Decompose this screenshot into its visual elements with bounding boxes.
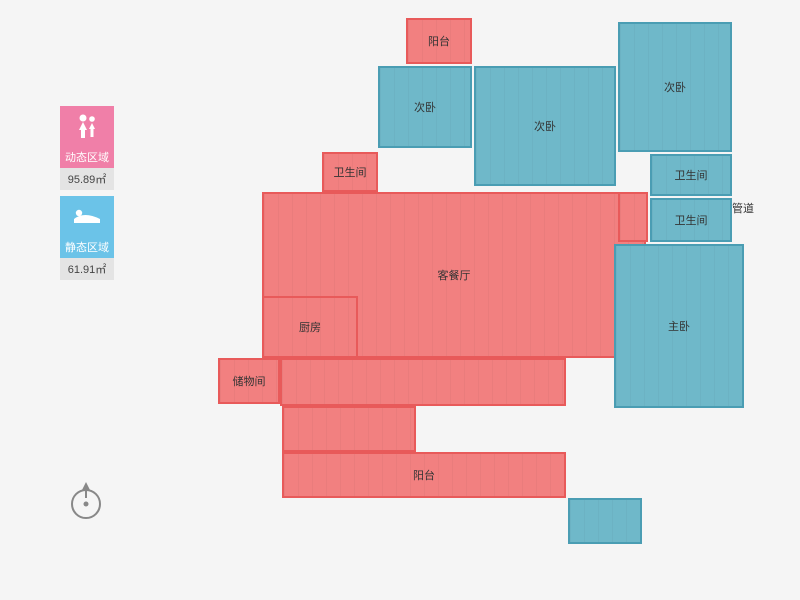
room-bath-right-1: 卫生间 [650, 154, 732, 196]
room-bedroom2-right: 次卧 [618, 22, 732, 152]
room-label: 卫生间 [675, 167, 708, 183]
room-balcony-bot-r [568, 498, 642, 544]
room-label: 储物间 [233, 373, 266, 389]
room-label: 客餐厅 [438, 267, 471, 283]
room-corridor-r [618, 192, 648, 242]
room-kitchen: 厨房 [262, 296, 358, 358]
room-label: 卫生间 [675, 212, 708, 228]
room-label: 卫生间 [334, 164, 367, 180]
room-label: 次卧 [534, 118, 556, 134]
room-master: 主卧 [614, 244, 744, 408]
room-label: 阳台 [428, 33, 450, 49]
room-bath-left: 卫生间 [322, 152, 378, 192]
people-icon [60, 106, 114, 146]
legend-dynamic-value: 95.89㎡ [60, 168, 114, 190]
floorplan-canvas: 阳台次卧次卧次卧卫生间卫生间卫生间客餐厅厨房储物间主卧阳台管道 [0, 0, 800, 600]
room-label: 主卧 [668, 318, 690, 334]
room-bedroom2-mid: 次卧 [474, 66, 616, 186]
room-fill-left [280, 358, 566, 406]
room-label: 厨房 [299, 319, 321, 335]
room-storage: 储物间 [218, 358, 280, 404]
legend-static-value: 61.91㎡ [60, 258, 114, 280]
room-balcony-bot: 阳台 [282, 452, 566, 498]
room-bedroom2-top: 次卧 [378, 66, 472, 148]
legend-static-zone: 静态区域 61.91㎡ [60, 196, 114, 280]
room-label: 次卧 [414, 99, 436, 115]
room-balcony-top: 阳台 [406, 18, 472, 64]
rest-icon [60, 196, 114, 236]
compass-icon [68, 478, 104, 514]
legend-static-title: 静态区域 [60, 236, 114, 258]
room-label: 次卧 [664, 79, 686, 95]
legend-dynamic-zone: 动态区域 95.89㎡ [60, 106, 114, 190]
room-label: 阳台 [413, 467, 435, 483]
legend-dynamic-title: 动态区域 [60, 146, 114, 168]
room-balcony-bot-l [282, 406, 416, 452]
exterior-label: 管道 [732, 200, 754, 216]
room-bath-right-2: 卫生间 [650, 198, 732, 242]
